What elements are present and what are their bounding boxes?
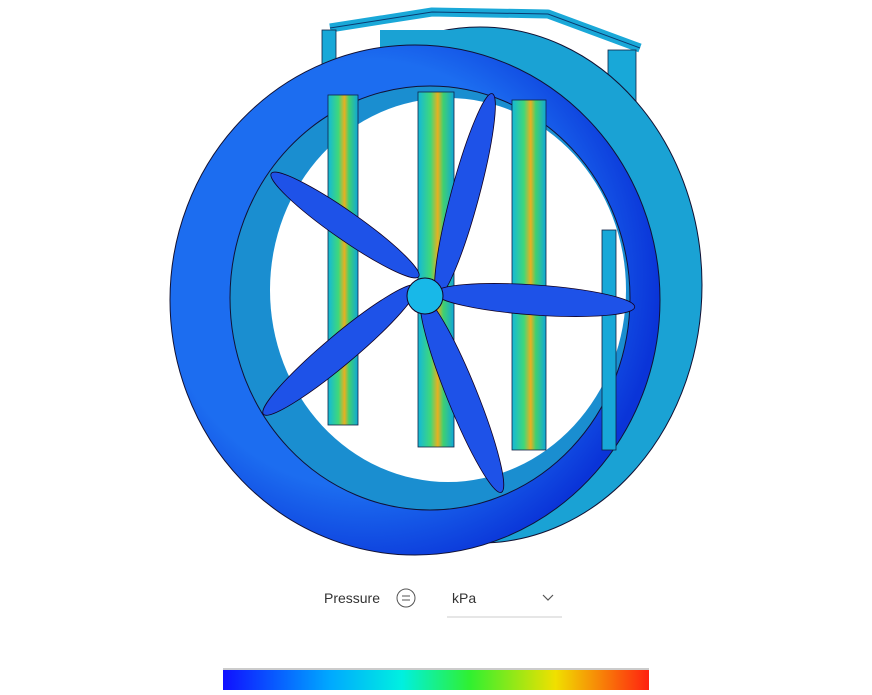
fan-model	[169, 7, 703, 556]
legend-header: Pressure kPa	[324, 588, 562, 618]
color-bar	[223, 670, 649, 690]
legend-options-button[interactable]	[396, 588, 416, 608]
unit-dropdown[interactable]: kPa	[447, 590, 562, 618]
unit-label: kPa	[452, 590, 476, 606]
color-scale	[223, 668, 649, 690]
legend-label: Pressure	[324, 590, 380, 606]
